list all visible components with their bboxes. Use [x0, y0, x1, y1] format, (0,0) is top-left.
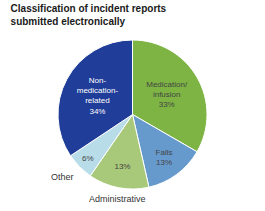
svg-text:13%: 13% — [114, 162, 130, 171]
svg-text:Other: Other — [51, 172, 74, 182]
svg-text:6%: 6% — [82, 154, 94, 163]
svg-text:Administrative: Administrative — [89, 194, 146, 204]
svg-text:Medication/infusion33%: Medication/infusion33% — [146, 80, 188, 110]
svg-text:Falls13%: Falls13% — [156, 148, 173, 167]
svg-text:Non-medication-related34%: Non-medication-related34% — [77, 76, 119, 116]
svg-text:Classification of incident rep: Classification of incident reportssubmit… — [11, 3, 167, 27]
